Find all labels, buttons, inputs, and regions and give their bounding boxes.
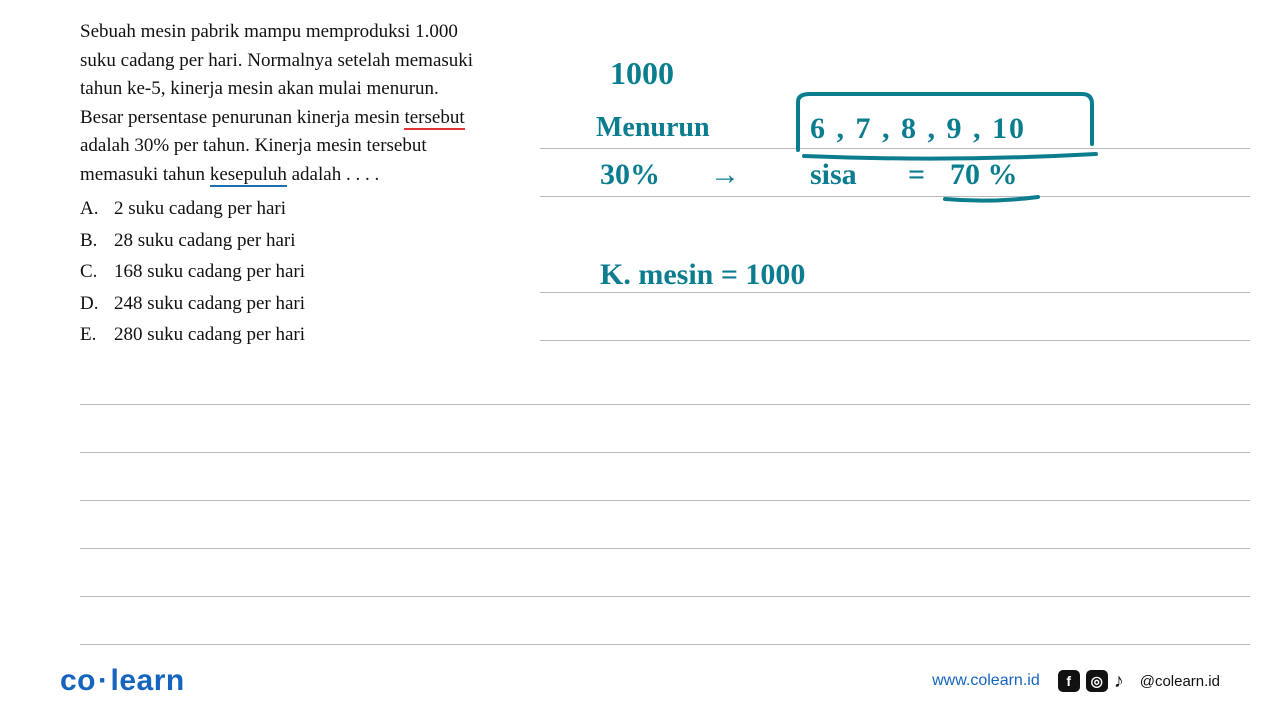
option-letter: B.: [80, 227, 102, 256]
option-a: A. 2 suku cadang per hari: [80, 195, 480, 224]
brand-logo: co·learn: [60, 664, 185, 698]
social-icons: f ◎ ♪ @colearn.id: [1058, 670, 1220, 693]
footer: co·learn www.colearn.id f ◎ ♪ @colearn.i…: [0, 664, 1280, 698]
footer-right: www.colearn.id f ◎ ♪ @colearn.id: [932, 670, 1220, 693]
option-b: B. 28 suku cadang per hari: [80, 227, 480, 256]
hand-sisa: sisa: [810, 158, 857, 192]
rule-line: [80, 644, 1250, 645]
option-letter: C.: [80, 258, 102, 287]
options-list: A. 2 suku cadang per hari B. 28 suku cadan…: [80, 195, 480, 350]
option-letter: D.: [80, 290, 102, 319]
option-d: D. 248 suku cadang per hari: [80, 290, 480, 319]
rule-line: [80, 596, 1250, 597]
question-red-word: tersebut: [404, 107, 464, 130]
logo-co: co: [60, 664, 96, 697]
rule-line: [80, 548, 1250, 549]
option-e: E. 280 suku cadang per hari: [80, 321, 480, 350]
page-root: Sebuah mesin pabrik mampu memproduksi 1.…: [0, 0, 1280, 720]
tiktok-icon: ♪: [1114, 670, 1134, 693]
logo-dot-icon: ·: [96, 664, 111, 697]
option-text: 2 suku cadang per hari: [114, 195, 286, 224]
option-letter: A.: [80, 195, 102, 224]
option-text: 168 suku cadang per hari: [114, 258, 305, 287]
hand-line1: 1000: [610, 55, 674, 92]
rule-line: [540, 196, 1250, 197]
logo-learn: learn: [111, 664, 185, 697]
hand-30pct: 30%: [600, 158, 660, 192]
hand-eq: =: [908, 158, 925, 192]
question-text: Sebuah mesin pabrik mampu memproduksi 1.…: [80, 18, 480, 189]
hand-menurun: Menurun: [596, 112, 710, 144]
social-handle: @colearn.id: [1140, 673, 1220, 690]
question-block: Sebuah mesin pabrik mampu memproduksi 1.…: [80, 18, 480, 353]
option-letter: E.: [80, 321, 102, 350]
hand-underline2-icon: [942, 194, 1042, 206]
instagram-icon: ◎: [1086, 670, 1108, 692]
footer-url: www.colearn.id: [932, 672, 1040, 690]
hand-years: 6 , 7 , 8 , 9 , 10: [810, 112, 1026, 146]
rule-line: [540, 292, 1250, 293]
hand-70pct: 70 %: [950, 158, 1018, 192]
hand-kmesin: K. mesin = 1000: [600, 258, 805, 292]
rule-line: [80, 404, 1250, 405]
option-c: C. 168 suku cadang per hari: [80, 258, 480, 287]
question-blue-word: kesepuluh: [210, 164, 287, 187]
option-text: 280 suku cadang per hari: [114, 321, 305, 350]
rule-line: [80, 452, 1250, 453]
option-text: 28 suku cadang per hari: [114, 227, 296, 256]
rule-line: [80, 500, 1250, 501]
facebook-icon: f: [1058, 670, 1080, 692]
option-text: 248 suku cadang per hari: [114, 290, 305, 319]
question-post: adalah . . . .: [287, 164, 379, 185]
rule-line: [540, 340, 1250, 341]
hand-arrow-icon: →: [710, 158, 740, 192]
